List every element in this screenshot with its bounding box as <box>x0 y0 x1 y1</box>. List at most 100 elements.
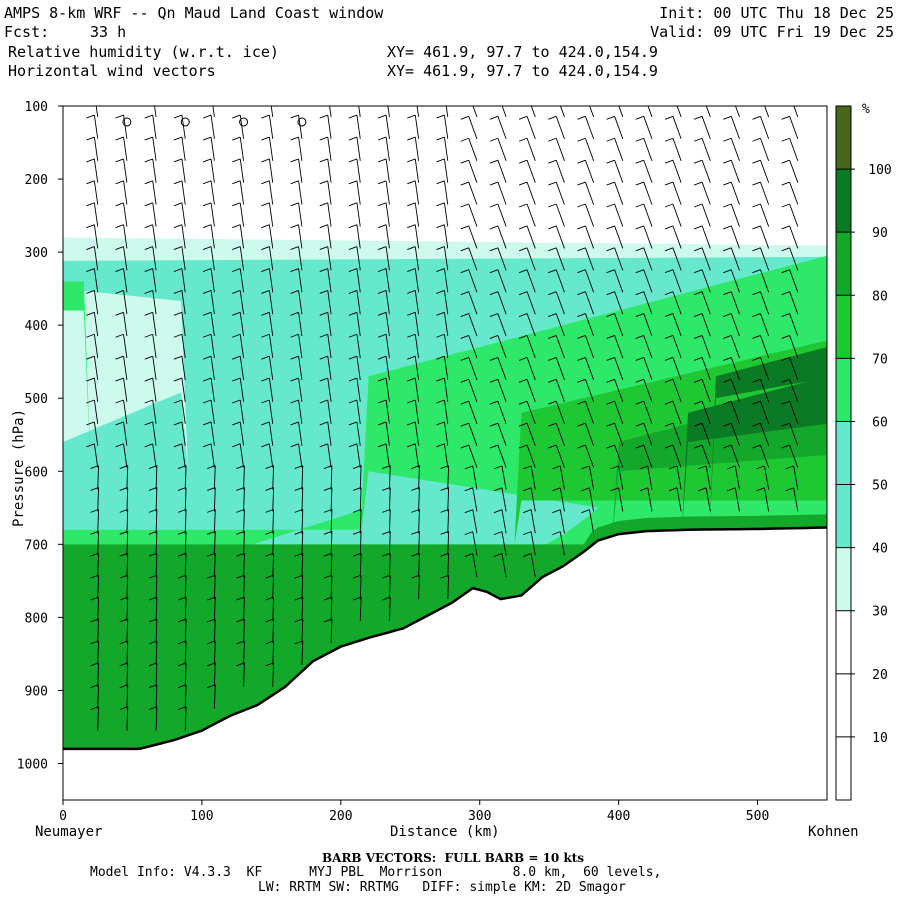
forecast-value: 33 h <box>90 23 127 41</box>
wind-barb-feather <box>236 552 245 557</box>
wind-barb <box>643 269 653 293</box>
wind-barb <box>181 158 186 183</box>
wind-barb <box>239 268 245 293</box>
wind-barb <box>152 115 157 139</box>
wind-barb-feather <box>694 94 702 97</box>
wind-barb-feather <box>635 269 644 274</box>
wind-barb <box>327 224 332 249</box>
wind-barb <box>643 357 653 381</box>
wind-barb-feather <box>781 335 790 339</box>
wind-barb <box>672 181 682 205</box>
wind-barb <box>730 444 740 468</box>
wind-barb-feather <box>232 246 241 251</box>
wind-barb-feather <box>610 487 619 492</box>
wind-barb <box>298 378 303 402</box>
wind-barb <box>497 444 507 468</box>
wind-barb-feather <box>668 487 678 492</box>
wind-barb-feather <box>352 574 362 579</box>
wind-barb-feather <box>232 377 241 382</box>
wind-barb-feather <box>440 487 449 491</box>
wind-barb-feather <box>781 291 790 296</box>
wind-barb <box>213 640 216 665</box>
wind-barb <box>154 106 157 118</box>
wind-barb <box>559 106 565 118</box>
wind-barb-feather <box>752 378 761 383</box>
wind-barb-feather <box>119 662 128 667</box>
wind-barb <box>472 509 478 534</box>
colorbar-unit: % <box>862 102 870 117</box>
wind-barb <box>589 509 595 534</box>
x-tick-label: 400 <box>607 809 630 824</box>
wind-barb-feather <box>265 662 274 667</box>
wind-barb <box>298 180 303 205</box>
wind-barb-feather <box>664 247 674 252</box>
wind-barb-feather <box>90 684 99 689</box>
wind-barb <box>272 553 275 578</box>
wind-barb <box>730 203 740 227</box>
wind-barb <box>672 116 682 140</box>
barb-note: BARB VECTORS: FULL BARB = 10 kts <box>322 851 585 865</box>
wind-barb <box>497 291 507 315</box>
wind-barb <box>643 138 653 161</box>
wind-barb <box>530 531 536 556</box>
wind-barb-feather <box>261 399 270 404</box>
wind-barb-feather <box>577 444 586 449</box>
wind-barb-feather <box>86 93 94 96</box>
wind-barb-feather <box>635 181 644 186</box>
wind-barb-feather <box>207 684 216 689</box>
wind-barb-feather <box>290 311 299 316</box>
wind-barb-feather <box>723 313 732 317</box>
wind-barb-feather <box>407 333 416 338</box>
wind-barb <box>356 334 361 359</box>
colorbar-label: 100 <box>868 163 891 178</box>
colorbar-swatch <box>836 736 851 800</box>
wind-barb <box>359 597 362 622</box>
wind-barb <box>760 422 770 446</box>
wind-barb-feather <box>781 247 790 252</box>
wind-barb-feather <box>261 224 270 229</box>
wind-barb <box>468 357 478 381</box>
wind-barb-feather <box>261 202 270 207</box>
wind-barb <box>184 465 187 490</box>
wind-barb-feather <box>723 400 732 405</box>
wind-barb-feather <box>202 311 212 316</box>
wind-barb-feather <box>693 291 703 296</box>
wind-barb-feather <box>265 508 274 513</box>
wind-barb <box>789 247 799 271</box>
wind-barb-feather <box>635 378 644 383</box>
wind-barb <box>181 399 186 424</box>
wind-barb <box>301 531 304 556</box>
wind-barb-feather <box>177 487 187 491</box>
wind-barb <box>97 575 100 600</box>
wind-barb <box>356 356 361 381</box>
wind-barb <box>447 553 450 578</box>
wind-barb-feather <box>664 291 674 296</box>
wind-barb <box>764 106 770 118</box>
wind-barb-feather <box>407 158 416 163</box>
wind-barb <box>301 509 304 534</box>
wind-barb-feather <box>207 662 216 667</box>
wind-barb-feather <box>207 530 216 535</box>
wind-barb-feather <box>440 530 449 535</box>
wind-barb-feather <box>723 269 732 274</box>
wind-barb-feather <box>173 421 183 426</box>
wind-barb-feather <box>377 180 387 185</box>
wind-barb <box>526 335 536 359</box>
wind-barb-feather <box>177 706 187 711</box>
wind-barb <box>243 465 245 490</box>
wind-barb-feather <box>319 443 328 448</box>
wind-barb <box>213 531 216 556</box>
wind-barb <box>126 684 129 709</box>
rh-70-80-fill <box>63 340 827 545</box>
wind-barb <box>181 312 186 337</box>
wind-barb <box>330 597 333 622</box>
wind-barb <box>672 401 682 424</box>
wind-barb-feather <box>752 356 761 361</box>
wind-barb <box>298 202 303 227</box>
wind-barb <box>789 269 799 293</box>
wind-barb <box>497 379 507 403</box>
wind-barb-feather <box>115 443 124 448</box>
wind-barb-feather <box>119 684 128 689</box>
wind-barb <box>327 378 332 402</box>
wind-barb-feather <box>635 400 644 405</box>
